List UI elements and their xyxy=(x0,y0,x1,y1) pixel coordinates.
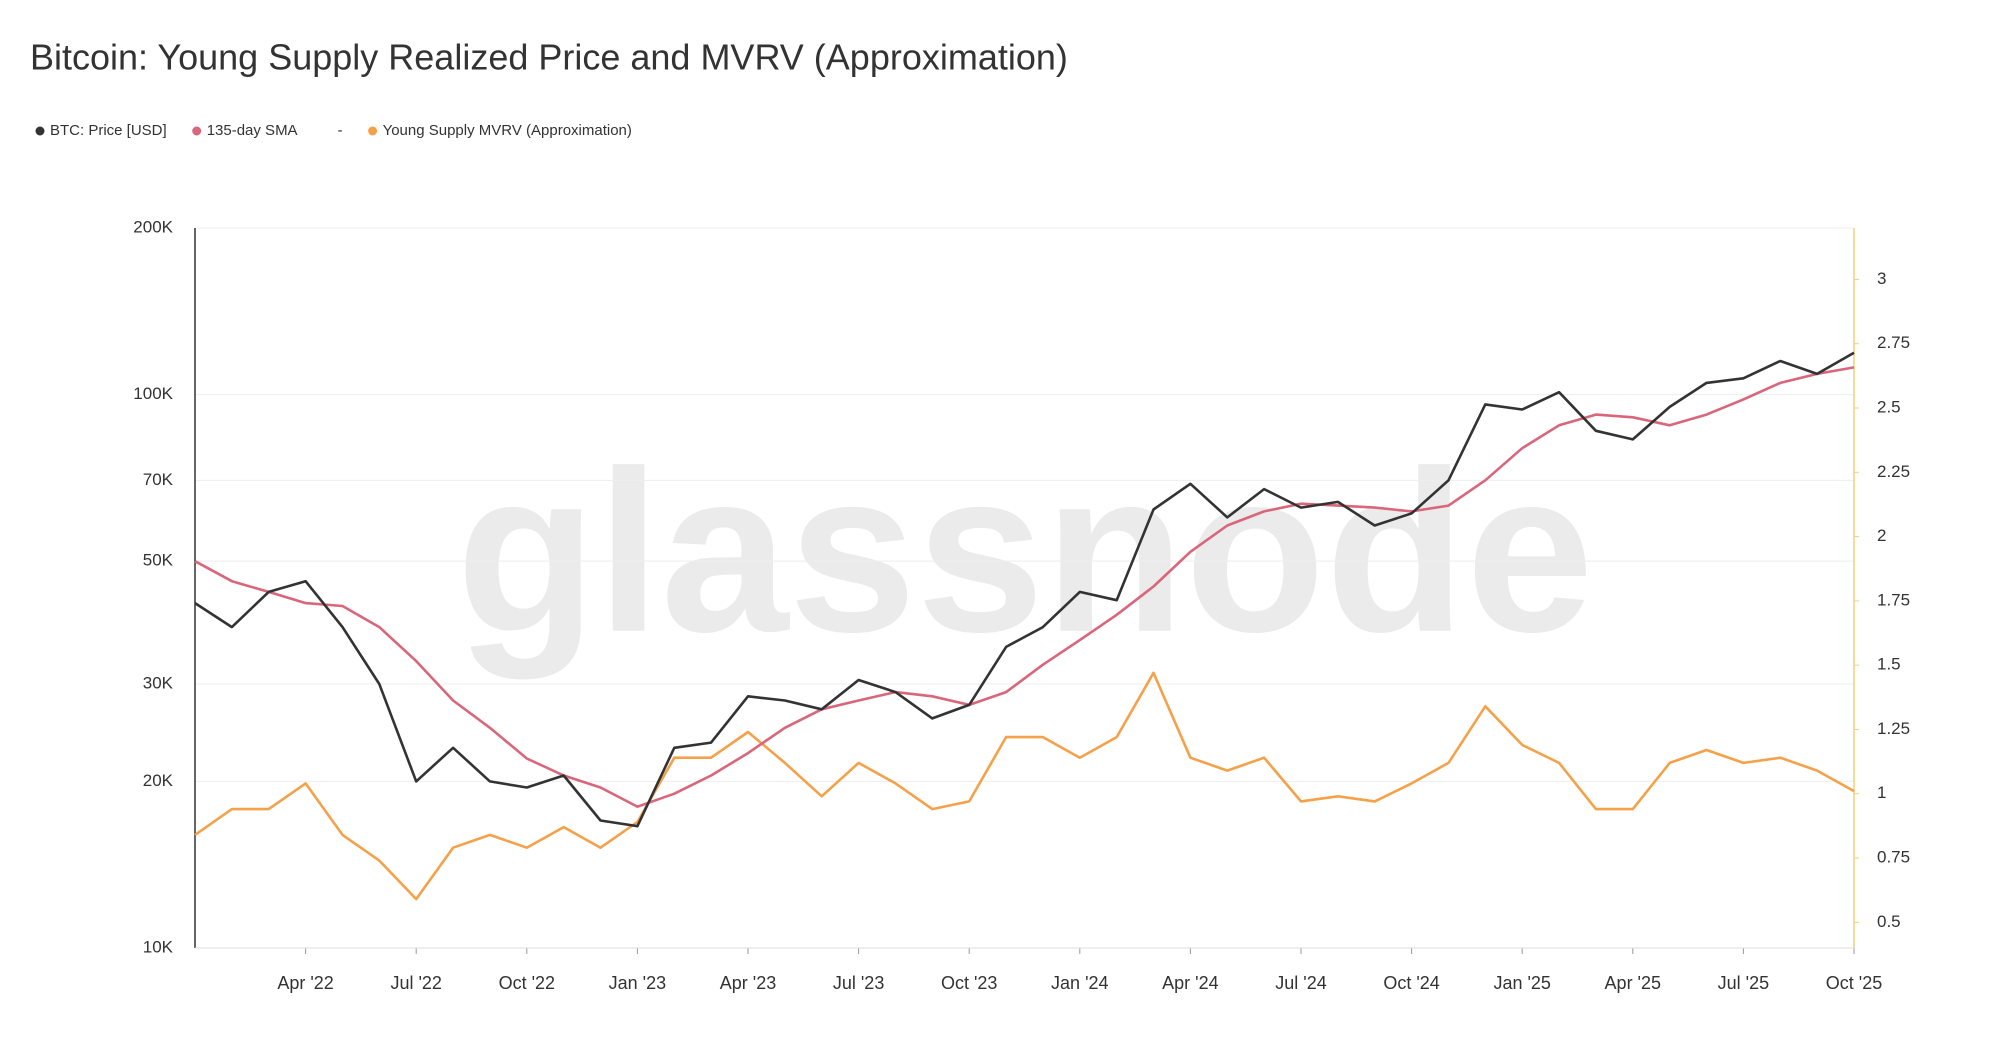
y-tick-label: 70K xyxy=(143,470,174,489)
series-line xyxy=(194,366,1855,808)
series-line xyxy=(194,351,1855,828)
x-tick-label: Oct '22 xyxy=(499,973,555,993)
y2-tick-label: 2.75 xyxy=(1877,333,1910,352)
legend-label: BTC: Price [USD] xyxy=(50,122,167,139)
legend-separator: - xyxy=(338,122,343,139)
y2-tick-label: 0.75 xyxy=(1877,847,1910,866)
y2-tick-label: 0.5 xyxy=(1877,912,1901,931)
y-tick-label: 30K xyxy=(143,673,174,692)
x-tick-label: Jul '22 xyxy=(390,973,441,993)
y2-tick-label: 2.5 xyxy=(1877,397,1901,416)
y-tick-label: 20K xyxy=(143,771,174,790)
y2-tick-label: 1.75 xyxy=(1877,590,1910,609)
x-tick-label: Oct '23 xyxy=(941,973,997,993)
legend-marker xyxy=(192,126,202,136)
x-tick-label: Jul '23 xyxy=(833,973,884,993)
x-tick-label: Jan '24 xyxy=(1051,973,1108,993)
legend-marker xyxy=(35,126,45,136)
watermark: glassnode xyxy=(456,423,1594,680)
chart-title: Bitcoin: Young Supply Realized Price and… xyxy=(30,37,1068,78)
x-tick-label: Jan '23 xyxy=(609,973,666,993)
x-tick-label: Apr '22 xyxy=(277,973,333,993)
y-tick-label: 50K xyxy=(143,551,174,570)
x-tick-label: Jul '25 xyxy=(1718,973,1769,993)
x-tick-label: Jan '25 xyxy=(1493,973,1550,993)
y2-tick-label: 1.5 xyxy=(1877,655,1901,674)
x-tick-label: Apr '25 xyxy=(1605,973,1661,993)
y-tick-label: 200K xyxy=(133,217,173,236)
x-tick-label: Apr '24 xyxy=(1162,973,1218,993)
x-tick-label: Oct '24 xyxy=(1383,973,1439,993)
y-tick-label: 100K xyxy=(133,384,173,403)
y2-tick-label: 1 xyxy=(1877,783,1886,802)
legend-label: Young Supply MVRV (Approximation) xyxy=(383,122,632,139)
y2-tick-label: 3 xyxy=(1877,269,1886,288)
y-tick-label: 10K xyxy=(143,937,174,956)
x-tick-label: Apr '23 xyxy=(720,973,776,993)
legend-marker xyxy=(368,126,378,136)
y2-tick-label: 2 xyxy=(1877,526,1886,545)
series-line xyxy=(194,671,1855,901)
x-tick-label: Jul '24 xyxy=(1275,973,1326,993)
x-tick-label: Oct '25 xyxy=(1826,973,1882,993)
y2-tick-label: 2.25 xyxy=(1877,462,1910,481)
y2-tick-label: 1.25 xyxy=(1877,719,1910,738)
legend-label: 135-day SMA xyxy=(207,122,298,139)
